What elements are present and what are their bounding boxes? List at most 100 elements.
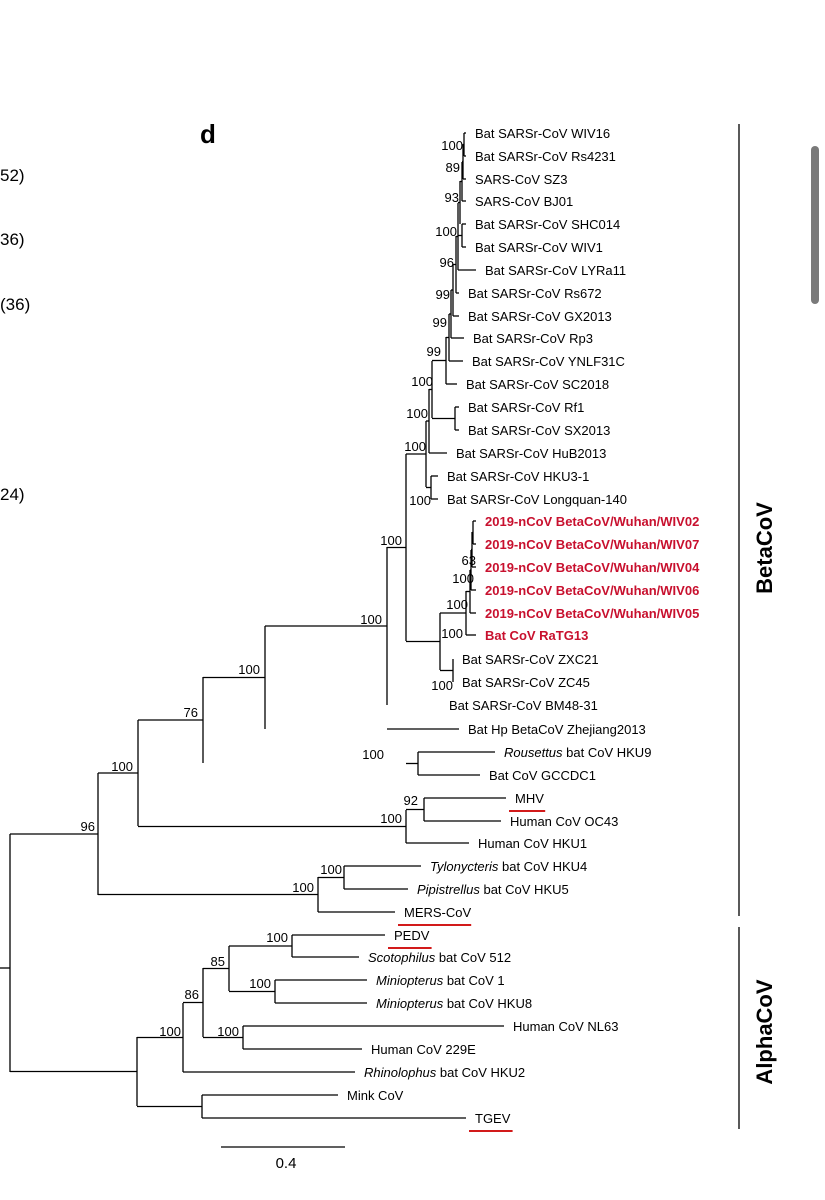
- bootstrap-value: 100: [320, 862, 342, 877]
- leaf-label: Bat SARSr-CoV ZXC21: [462, 652, 599, 667]
- leaf-italic-genus: Miniopterus: [376, 996, 447, 1011]
- leaf-label: 2019-nCoV BetaCoV/Wuhan/WIV06: [485, 583, 699, 598]
- leaf-label: Miniopterus bat CoV 1: [376, 973, 505, 988]
- bootstrap-value: 100: [380, 533, 402, 548]
- bootstrap-value: 86: [185, 987, 199, 1002]
- bootstrap-value: 93: [445, 190, 459, 205]
- bootstrap-value: 99: [427, 344, 441, 359]
- bootstrap-value: 100: [452, 571, 474, 586]
- leaf-label: Bat SARSr-CoV WIV16: [475, 126, 610, 141]
- bootstrap-value: 100: [238, 662, 260, 677]
- leaf-rest: bat CoV HKU2: [440, 1065, 525, 1080]
- bootstrap-value: 100: [217, 1024, 239, 1039]
- leaf-label: Bat SARSr-CoV Rp3: [473, 331, 593, 346]
- bootstrap-value: 100: [441, 138, 463, 153]
- leaf-label: Rhinolophus bat CoV HKU2: [364, 1065, 525, 1080]
- leaf-label: Human CoV 229E: [371, 1042, 476, 1057]
- leaf-label: Bat SARSr-CoV HKU3-1: [447, 469, 589, 484]
- bootstrap-value: 100: [292, 880, 314, 895]
- leaf-label: Scotophilus bat CoV 512: [368, 950, 511, 965]
- leaf-label: Bat SARSr-CoV HuB2013: [456, 446, 606, 461]
- bootstrap-value: 100: [111, 759, 133, 774]
- group-label-betacov: BetaCoV: [752, 502, 777, 594]
- bootstrap-value: 85: [211, 954, 225, 969]
- bootstrap-value: 100: [446, 597, 468, 612]
- leaf-italic-genus: Rousettus: [504, 745, 566, 760]
- leaf-label: Tylonycteris bat CoV HKU4: [430, 859, 587, 874]
- leaf-rest: bat CoV HKU4: [502, 859, 587, 874]
- leaf-label: 2019-nCoV BetaCoV/Wuhan/WIV05: [485, 606, 699, 621]
- leaf-label: SARS-CoV BJ01: [475, 194, 573, 209]
- leaf-label: Bat SARSr-CoV BM48-31: [449, 698, 598, 713]
- bootstrap-value: 99: [436, 287, 450, 302]
- leaf-label: Bat SARSr-CoV GX2013: [468, 309, 612, 324]
- leaf-label: Bat SARSr-CoV Rf1: [468, 400, 584, 415]
- bootstrap-value: 76: [184, 705, 198, 720]
- leaf-label: Bat Hp BetaCoV Zhejiang2013: [468, 722, 646, 737]
- bootstrap-value: 99: [433, 315, 447, 330]
- bootstrap-value: 96: [440, 255, 454, 270]
- scale-bar-label: 0.4: [276, 1155, 297, 1172]
- leaf-label: Bat CoV RaTG13: [485, 628, 588, 643]
- leaf-label: 2019-nCoV BetaCoV/Wuhan/WIV04: [485, 560, 700, 575]
- leaf-label: Human CoV OC43: [510, 814, 618, 829]
- leaf-rest: bat CoV 512: [439, 950, 511, 965]
- leaf-label: TGEV: [475, 1111, 511, 1126]
- group-label-alphacov: AlphaCoV: [752, 979, 777, 1084]
- leaf-label: Mink CoV: [347, 1088, 404, 1103]
- leaf-label: MERS-CoV: [404, 905, 472, 920]
- leaf-label: Bat SARSr-CoV Rs672: [468, 286, 602, 301]
- leaf-label: Bat SARSr-CoV LYRa11: [485, 263, 626, 278]
- bootstrap-value: 63: [462, 553, 476, 568]
- bootstrap-value: 89: [446, 160, 460, 175]
- leaf-label: PEDV: [394, 928, 430, 943]
- left-fragment-text: 52): [0, 166, 25, 185]
- bootstrap-value: 96: [81, 819, 95, 834]
- bootstrap-value: 100: [404, 439, 426, 454]
- bootstrap-value: 100: [441, 626, 463, 641]
- leaf-label: Bat SARSr-CoV Longquan-140: [447, 492, 627, 507]
- leaf-italic-genus: Pipistrellus: [417, 882, 483, 897]
- leaf-label: Bat SARSr-CoV Rs4231: [475, 149, 616, 164]
- leaf-label: Bat SARSr-CoV SHC014: [475, 217, 620, 232]
- leaf-label: Bat CoV GCCDC1: [489, 768, 596, 783]
- bootstrap-value: 92: [404, 793, 418, 808]
- panel-label: d: [200, 119, 216, 149]
- leaf-rest: bat CoV HKU5: [483, 882, 568, 897]
- left-fragment-text: (36): [0, 295, 30, 314]
- leaf-italic-genus: Rhinolophus: [364, 1065, 440, 1080]
- leaf-italic-genus: Tylonycteris: [430, 859, 502, 874]
- leaf-italic-genus: Miniopterus: [376, 973, 447, 988]
- bootstrap-value: 100: [362, 747, 384, 762]
- bootstrap-value: 100: [380, 811, 402, 826]
- leaf-rest: bat CoV HKU9: [566, 745, 651, 760]
- bootstrap-value: 100: [411, 374, 433, 389]
- leaf-label: Bat SARSr-CoV SC2018: [466, 377, 609, 392]
- leaf-label: Bat SARSr-CoV SX2013: [468, 423, 610, 438]
- leaf-label: Bat SARSr-CoV ZC45: [462, 675, 590, 690]
- leaf-label: Rousettus bat CoV HKU9: [504, 745, 651, 760]
- left-fragment-text: 36): [0, 230, 25, 249]
- scrollbar-thumb[interactable]: [811, 146, 819, 304]
- bootstrap-value: 100: [266, 930, 288, 945]
- leaf-label: Bat SARSr-CoV WIV1: [475, 240, 603, 255]
- leaf-label: 2019-nCoV BetaCoV/Wuhan/WIV07: [485, 537, 699, 552]
- bootstrap-value: 100: [249, 976, 271, 991]
- bootstrap-value: 100: [431, 678, 453, 693]
- blank-top-area: [0, 0, 825, 100]
- leaf-label: MHV: [515, 791, 544, 806]
- bootstrap-value: 100: [360, 612, 382, 627]
- leaf-rest: bat CoV 1: [447, 973, 505, 988]
- leaf-label: SARS-CoV SZ3: [475, 172, 567, 187]
- bootstrap-value: 100: [409, 493, 431, 508]
- left-fragment-text: 24): [0, 485, 25, 504]
- leaf-label: Human CoV HKU1: [478, 836, 587, 851]
- leaf-label: Bat SARSr-CoV YNLF31C: [472, 354, 625, 369]
- leaf-italic-genus: Scotophilus: [368, 950, 439, 965]
- bootstrap-value: 100: [406, 406, 428, 421]
- leaf-label: Human CoV NL63: [513, 1019, 619, 1034]
- bootstrap-value: 100: [159, 1024, 181, 1039]
- leaf-label: Miniopterus bat CoV HKU8: [376, 996, 532, 1011]
